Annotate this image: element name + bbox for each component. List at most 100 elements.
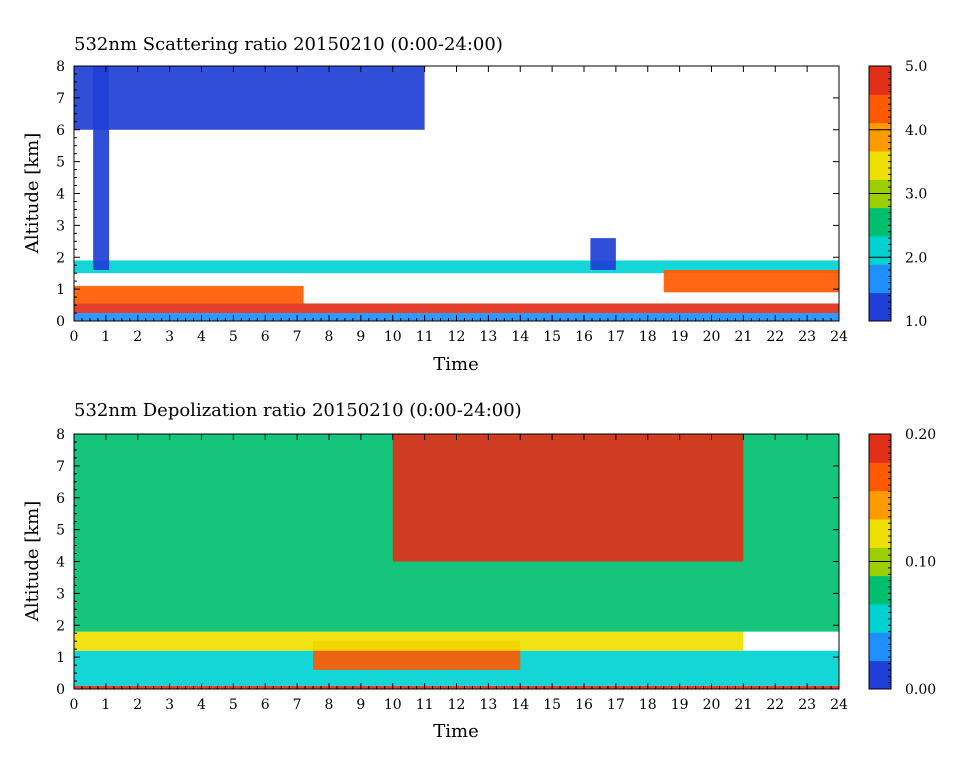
x-tick-label: 4 <box>197 697 206 713</box>
x-tick-label: 9 <box>356 697 365 713</box>
colorbar-tick-label: 0.20 <box>905 427 936 443</box>
colorbar-swatch <box>869 604 891 633</box>
y-tick-label: 4 <box>56 187 65 203</box>
chart-title: 532nm Scattering ratio 20150210 (0:00-24… <box>74 34 503 55</box>
panel-scattering-ratio: 532nm Scattering ratio 20150210 (0:00-24… <box>22 34 927 375</box>
x-tick-label: 7 <box>293 329 302 345</box>
x-tick-label: 0 <box>70 329 79 345</box>
y-tick-label: 5 <box>56 523 65 539</box>
y-tick-label: 0 <box>56 682 65 698</box>
x-tick-label: 15 <box>543 697 561 713</box>
colorbar-swatch <box>869 94 891 124</box>
heatmap-cell <box>93 66 110 270</box>
colorbar-tick-label: 0.10 <box>905 555 936 571</box>
x-tick-label: 0 <box>70 697 79 713</box>
x-tick-label: 8 <box>325 329 334 345</box>
colorbar-swatch <box>869 207 891 237</box>
colorbar-tick-label: 3.0 <box>905 187 927 203</box>
x-tick-label: 23 <box>798 329 816 345</box>
heatmap-cell <box>74 303 839 314</box>
colorbar-swatch <box>869 236 891 265</box>
colorbar-tick-label: 4.0 <box>905 123 927 139</box>
heatmap-cell <box>74 285 304 304</box>
colorbar-tick-label: 1.0 <box>905 314 927 330</box>
x-tick-label: 10 <box>384 329 402 345</box>
x-tick-label: 2 <box>133 697 142 713</box>
colorbar-swatch <box>869 519 891 548</box>
x-tick-label: 6 <box>261 329 270 345</box>
x-tick-label: 14 <box>511 329 529 345</box>
y-tick-label: 1 <box>56 282 65 298</box>
y-tick-label: 1 <box>56 650 65 666</box>
colorbar-swatch <box>869 122 891 152</box>
y-tick-label: 3 <box>56 586 65 602</box>
x-tick-label: 24 <box>830 329 848 345</box>
x-tick-label: 18 <box>639 329 657 345</box>
x-tick-label: 21 <box>734 329 752 345</box>
y-tick-label: 2 <box>56 618 65 634</box>
x-tick-label: 8 <box>325 697 334 713</box>
heatmap-area <box>74 66 839 321</box>
x-tick-label: 17 <box>607 329 625 345</box>
x-tick-label: 19 <box>671 329 689 345</box>
x-tick-label: 22 <box>766 329 784 345</box>
x-tick-label: 5 <box>229 697 238 713</box>
heatmap-cell <box>74 631 744 651</box>
heatmap-cell <box>663 270 839 293</box>
x-axis-label: Time <box>433 721 478 742</box>
y-tick-label: 6 <box>56 491 65 507</box>
x-tick-label: 15 <box>543 329 561 345</box>
y-axis-label: Altitude [km] <box>22 133 43 255</box>
x-tick-label: 7 <box>293 697 302 713</box>
x-tick-label: 5 <box>229 329 238 345</box>
x-tick-label: 13 <box>479 329 497 345</box>
colorbar-tick-label: 0.00 <box>905 682 936 698</box>
x-tick-label: 18 <box>639 697 657 713</box>
x-tick-label: 1 <box>101 697 110 713</box>
y-tick-label: 5 <box>56 155 65 171</box>
x-tick-label: 13 <box>479 697 497 713</box>
y-tick-label: 8 <box>56 427 65 443</box>
x-tick-label: 6 <box>261 697 270 713</box>
y-tick-label: 6 <box>56 123 65 139</box>
heatmap-cell <box>590 238 616 270</box>
x-tick-label: 17 <box>607 697 625 713</box>
heatmap-cell <box>74 260 839 274</box>
x-tick-label: 9 <box>356 329 365 345</box>
x-tick-label: 4 <box>197 329 206 345</box>
colorbar-swatch <box>869 292 891 322</box>
x-tick-label: 12 <box>448 329 466 345</box>
y-tick-label: 4 <box>56 555 65 571</box>
x-tick-label: 14 <box>511 697 529 713</box>
x-tick-label: 1 <box>101 329 110 345</box>
x-tick-label: 12 <box>448 697 466 713</box>
x-tick-label: 2 <box>133 329 142 345</box>
x-tick-label: 20 <box>703 329 721 345</box>
y-tick-label: 8 <box>56 59 65 75</box>
x-tick-label: 20 <box>703 697 721 713</box>
colorbar-swatch <box>869 264 891 294</box>
colorbar-swatch <box>869 490 891 520</box>
x-tick-label: 3 <box>165 329 174 345</box>
x-tick-label: 23 <box>798 697 816 713</box>
axes: 0 1 2 3 4 5 6 7 8 9 10 11 12 13 14 15 16 17 18 19 20 21 22 23 24… <box>56 427 848 713</box>
y-axis-label: Altitude [km] <box>22 501 43 623</box>
x-tick-label: 11 <box>416 329 434 345</box>
heatmap-cell <box>74 66 425 130</box>
colorbar-tick-label: 2.0 <box>905 250 927 266</box>
heatmap-area <box>74 434 839 689</box>
x-tick-label: 11 <box>416 697 434 713</box>
y-tick-label: 0 <box>56 314 65 330</box>
chart-title: 532nm Depolization ratio 20150210 (0:00-… <box>74 400 522 421</box>
colorbar-swatch <box>869 151 891 180</box>
x-tick-label: 24 <box>830 697 848 713</box>
x-tick-label: 3 <box>165 697 174 713</box>
colorbar-swatch <box>869 66 891 95</box>
x-tick-label: 16 <box>575 697 593 713</box>
y-tick-label: 7 <box>56 91 65 107</box>
colorbar-swatch <box>869 660 891 690</box>
y-tick-label: 7 <box>56 459 65 475</box>
y-tick-label: 2 <box>56 250 65 266</box>
colorbar-swatch <box>869 632 891 662</box>
